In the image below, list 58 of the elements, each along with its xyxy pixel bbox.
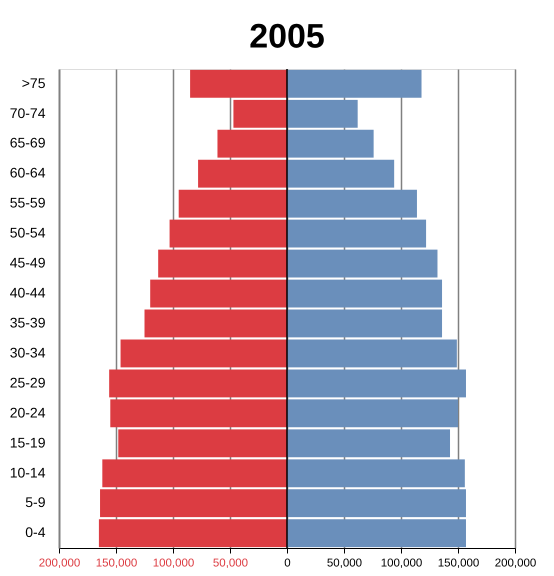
bar	[287, 340, 457, 368]
bar	[287, 429, 450, 458]
bar	[158, 250, 287, 278]
bar	[287, 489, 466, 518]
bar	[287, 70, 422, 98]
x-tick-label: 200,000	[38, 558, 80, 570]
y-tick-label: 60-64	[10, 164, 46, 181]
bar	[287, 220, 426, 248]
bar	[287, 160, 394, 188]
bar	[287, 130, 374, 158]
bar	[287, 459, 465, 488]
y-tick-label: 15-19	[10, 434, 46, 450]
x-tick-label: 100,000	[152, 558, 194, 570]
bar	[98, 519, 287, 548]
bar	[233, 100, 287, 128]
bar	[120, 340, 287, 368]
x-tick-label: 50,000	[326, 558, 362, 570]
bar	[102, 459, 287, 488]
y-tick-label: 10-14	[10, 464, 46, 480]
bar	[170, 220, 287, 248]
y-tick-label: 0-4	[25, 524, 46, 540]
x-tick-label: 200,000	[494, 558, 536, 570]
y-tick-label: 40-44	[10, 284, 46, 301]
bar	[287, 369, 466, 398]
y-tick-label: 70-74	[10, 104, 46, 121]
bar	[287, 310, 442, 338]
bar	[190, 70, 287, 98]
bar	[118, 429, 287, 458]
bar	[287, 250, 438, 278]
y-tick-label: 20-24	[10, 404, 46, 420]
bar	[100, 489, 287, 518]
bar	[144, 310, 287, 338]
y-tick-label: 65-69	[10, 134, 46, 151]
x-tick-label: 100,000	[380, 558, 422, 570]
y-tick-label: 35-39	[10, 314, 46, 330]
bar	[287, 280, 442, 308]
bar	[287, 519, 466, 548]
x-tick-label: 150,000	[96, 558, 138, 570]
bar	[287, 190, 417, 218]
bar	[217, 130, 287, 158]
bar	[150, 280, 287, 308]
bar	[178, 190, 287, 218]
x-tick-label: 0	[284, 558, 291, 570]
x-tick-label: 50,000	[212, 558, 248, 570]
x-tick-label: 150,000	[438, 558, 480, 570]
y-tick-label: 55-59	[10, 194, 46, 211]
y-tick-label: 25-29	[10, 374, 46, 390]
y-tick-label: 30-34	[10, 344, 46, 360]
bar	[287, 399, 458, 428]
y-tick-label: 50-54	[10, 224, 46, 241]
bar	[198, 160, 287, 188]
chart-title: 2005	[249, 17, 325, 56]
bar	[109, 369, 287, 398]
y-tick-label: >75	[22, 74, 46, 91]
bar	[110, 399, 287, 428]
y-tick-label: 5-9	[25, 494, 46, 510]
bar	[287, 100, 358, 128]
y-tick-label: 45-49	[10, 254, 46, 271]
